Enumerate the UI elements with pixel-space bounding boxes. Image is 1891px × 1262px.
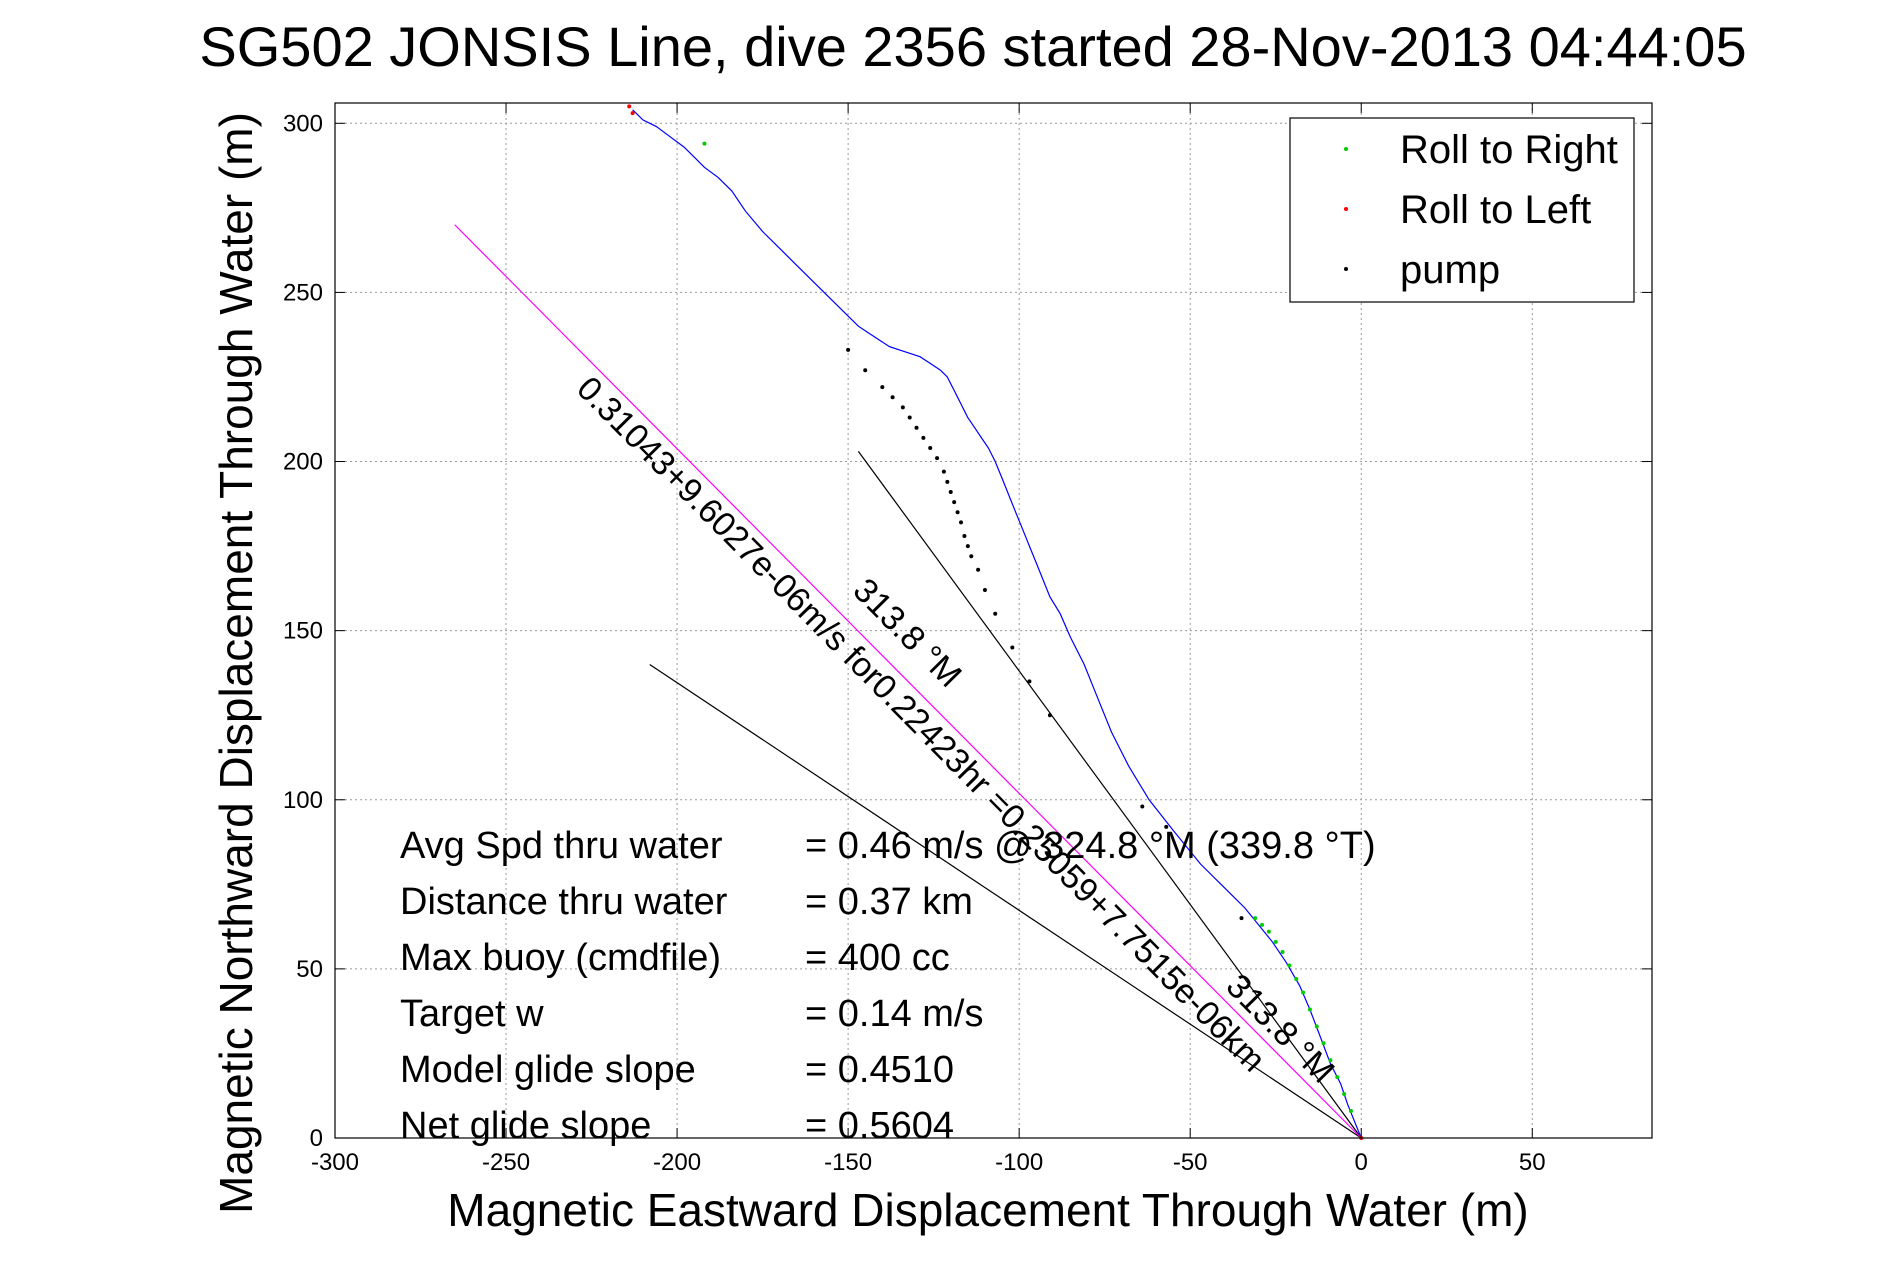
pump-point: [914, 425, 919, 430]
x-tick-label: -250: [482, 1149, 530, 1176]
vector-line: [857, 451, 1362, 1139]
pump-point: [928, 446, 933, 450]
pump-point: [880, 385, 885, 390]
roll-right-point: [1266, 929, 1271, 934]
pump-point: [993, 611, 998, 616]
legend-marker: [1344, 147, 1348, 151]
pump-point: [965, 544, 970, 549]
pump-point: [863, 368, 868, 373]
points: [627, 104, 1364, 1140]
x-tick-label: -100: [995, 1149, 1043, 1176]
pump-point: [1027, 679, 1032, 684]
x-tick-label: 50: [1519, 1149, 1546, 1176]
pump-point: [907, 415, 912, 420]
pump-point: [1140, 804, 1145, 809]
roll-left-point: [630, 111, 635, 116]
x-tick-label: -50: [1173, 1149, 1208, 1176]
pump-point: [846, 347, 851, 352]
pump-point: [890, 395, 895, 400]
y-axis-label: Magnetic Northward Displacement Through …: [210, 112, 262, 1214]
y-tick-label: 200: [283, 449, 323, 476]
y-tick-label: 50: [296, 956, 323, 983]
pump-point: [959, 520, 964, 525]
legend-label: pump: [1400, 248, 1500, 292]
stat-value: = 0.14 m/s: [805, 993, 983, 1035]
vector-lines: [454, 224, 1362, 1139]
roll-right-point: [1314, 1024, 1319, 1029]
vector-line: [649, 663, 1362, 1139]
roll-right-point: [1294, 977, 1299, 982]
chart-title: SG502 JONSIS Line, dive 2356 started 28-…: [199, 15, 1746, 78]
roll-right-point: [1335, 1075, 1340, 1080]
roll-right-point: [702, 141, 707, 146]
pump-point: [900, 405, 905, 410]
x-axis-label: Magnetic Eastward Displacement Through W…: [447, 1184, 1528, 1236]
stat-value: = 400 cc: [805, 937, 950, 979]
pump-point: [976, 567, 981, 572]
ticks: -300 -250 -200 -150 -100 -50 0 50 0 50 100 150 200 25…: [283, 103, 1652, 1176]
pump-point: [1239, 916, 1244, 921]
stat-label: Max buoy (cmdfile): [400, 937, 721, 979]
pump-point: [1010, 645, 1015, 650]
roll-left-point: [627, 104, 632, 109]
legend-marker: [1344, 267, 1348, 271]
pump-point: [921, 435, 926, 440]
stats-box: Avg Spd thru water = 0.46 m/s @ 324.8 °M …: [400, 825, 1376, 1147]
stat-label: Target w: [400, 993, 544, 1035]
roll-right-point: [1342, 1092, 1347, 1097]
pump-point: [982, 588, 987, 593]
roll-right-point: [1287, 963, 1292, 968]
stat-value: = 0.4510: [805, 1049, 954, 1091]
pump-point: [952, 500, 957, 505]
roll-right-point: [1348, 1108, 1353, 1113]
stat-value: = 0.5604: [805, 1105, 954, 1147]
y-tick-label: 300: [283, 110, 323, 137]
track-line: [632, 109, 1362, 1139]
y-tick-label: 0: [310, 1125, 323, 1152]
pump-point: [945, 479, 950, 484]
stat-label: Model glide slope: [400, 1049, 696, 1091]
pump-point: [1047, 713, 1052, 718]
plot-frame: [334, 102, 1653, 1139]
stat-value: = 0.46 m/s @ 324.8 °M (339.8 °T): [805, 825, 1376, 867]
x-tick-label: -200: [653, 1149, 701, 1176]
roll-right-point: [1307, 1007, 1312, 1012]
pump-point: [1164, 824, 1169, 829]
stat-label: Net glide slope: [400, 1105, 651, 1147]
stat-value: = 0.37 km: [805, 881, 973, 923]
roll-right-point: [1273, 939, 1278, 944]
roll-right-point: [1253, 916, 1258, 921]
stat-label: Distance thru water: [400, 881, 728, 923]
roll-right-point: [1301, 990, 1306, 995]
pump-point: [962, 533, 967, 538]
pump-point: [948, 489, 953, 494]
y-tick-label: 150: [283, 618, 323, 645]
roll-right-point: [1280, 949, 1285, 954]
stat-label: Avg Spd thru water: [400, 825, 723, 867]
y-tick-label: 100: [283, 787, 323, 814]
pump-point: [969, 554, 974, 559]
roll-right-point: [1321, 1041, 1326, 1046]
pump-point: [935, 456, 940, 461]
legend-label: Roll to Right: [1400, 128, 1618, 172]
y-tick-label: 250: [283, 279, 323, 306]
pump-point: [941, 469, 946, 474]
pump-point: [955, 510, 960, 515]
x-tick-label: -150: [824, 1149, 872, 1176]
x-tick-label: 0: [1355, 1149, 1368, 1176]
legend-label: Roll to Left: [1400, 188, 1591, 232]
vector-line: [454, 224, 1362, 1139]
roll-right-point: [1328, 1058, 1333, 1063]
x-tick-label: -300: [311, 1149, 359, 1176]
legend-marker: [1344, 207, 1348, 211]
roll-right-point: [1260, 922, 1265, 927]
legend: Roll to Right Roll to Left pump: [1289, 117, 1635, 303]
track: [632, 109, 1362, 1139]
